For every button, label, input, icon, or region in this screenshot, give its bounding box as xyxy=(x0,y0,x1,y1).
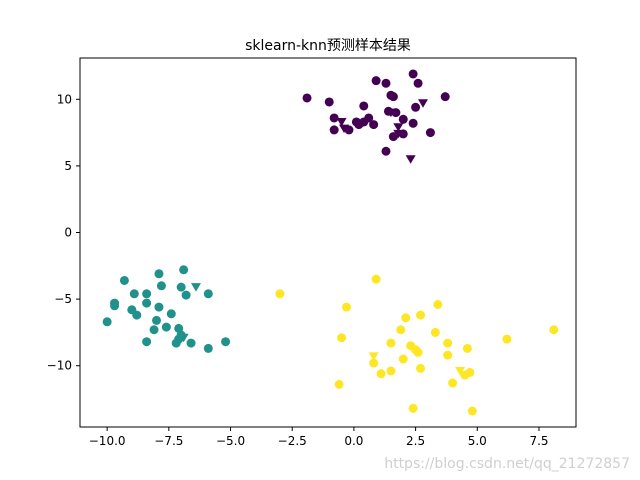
plot-frame xyxy=(79,57,577,428)
data-point xyxy=(448,378,458,388)
scatter-points-layer xyxy=(102,69,559,416)
data-point xyxy=(386,366,396,376)
data-point xyxy=(371,274,381,284)
data-point xyxy=(376,369,386,379)
data-point xyxy=(411,102,421,112)
y-tick-label: −5 xyxy=(54,292,72,306)
y-axis: −10 −5 0 5 10 xyxy=(47,92,80,373)
data-point xyxy=(110,301,120,311)
data-point xyxy=(549,325,559,335)
x-tick-label: −5.0 xyxy=(216,434,245,448)
x-tick-label: 0.0 xyxy=(344,434,363,448)
data-point xyxy=(132,310,142,320)
predicted-point xyxy=(393,123,404,132)
data-point xyxy=(408,69,418,79)
predicted-point xyxy=(178,333,189,343)
data-point xyxy=(119,275,129,285)
x-axis: −10.0 −7.5 −5.0 −2.5 0.0 2.5 5.0 7.5 xyxy=(89,427,549,448)
data-point xyxy=(398,114,408,124)
data-point xyxy=(502,334,512,344)
y-tick-label: −10 xyxy=(47,359,72,373)
data-point xyxy=(443,338,453,348)
data-point xyxy=(433,299,443,309)
predicted-point xyxy=(190,283,201,292)
data-point xyxy=(329,125,339,135)
data-point xyxy=(369,358,379,368)
data-point xyxy=(401,313,411,323)
predicted-point xyxy=(385,108,396,118)
data-point xyxy=(413,78,423,88)
data-point xyxy=(302,93,312,103)
data-point xyxy=(142,337,152,347)
x-tick-label: −7.5 xyxy=(154,434,183,448)
data-point xyxy=(430,327,440,337)
data-point xyxy=(388,92,398,102)
data-point xyxy=(149,325,159,335)
data-point xyxy=(388,132,398,142)
data-point xyxy=(102,317,112,327)
predicted-point xyxy=(418,99,429,108)
data-point xyxy=(154,269,164,279)
data-point xyxy=(334,379,344,389)
data-point xyxy=(329,113,339,123)
data-point xyxy=(386,338,396,348)
data-point xyxy=(359,117,369,127)
data-point xyxy=(324,97,334,107)
predicted-point xyxy=(336,117,347,127)
data-point xyxy=(408,403,418,413)
data-point xyxy=(176,282,186,292)
data-point xyxy=(142,298,152,308)
data-point xyxy=(398,354,408,364)
data-point xyxy=(416,363,426,373)
data-point xyxy=(203,289,213,299)
data-point xyxy=(462,343,472,353)
x-tick-label: 2.5 xyxy=(406,434,425,448)
predicted-point xyxy=(455,367,466,376)
predicted-point xyxy=(393,129,404,139)
data-point xyxy=(381,146,391,156)
data-point xyxy=(467,406,477,416)
data-point xyxy=(221,337,231,347)
y-tick-label: 10 xyxy=(57,92,72,106)
data-point xyxy=(440,92,450,102)
x-tick-label: 5.0 xyxy=(468,434,487,448)
data-point xyxy=(142,289,152,299)
data-point xyxy=(371,76,381,86)
y-tick-label: 0 xyxy=(64,226,72,240)
x-tick-label: 7.5 xyxy=(529,434,548,448)
predicted-point xyxy=(339,124,350,134)
y-tick-label: 5 xyxy=(64,159,72,173)
data-point xyxy=(275,289,285,299)
data-point xyxy=(179,265,189,275)
data-point xyxy=(156,281,166,291)
data-point xyxy=(416,310,426,320)
data-point xyxy=(342,302,352,312)
data-point xyxy=(381,78,391,88)
data-point xyxy=(154,302,164,312)
x-tick-label: −10.0 xyxy=(89,434,126,448)
data-point xyxy=(443,350,453,360)
data-point xyxy=(337,333,347,343)
predicted-point xyxy=(405,155,416,164)
data-point xyxy=(186,338,196,348)
data-point xyxy=(171,338,181,348)
data-point xyxy=(161,322,171,332)
data-point xyxy=(166,309,176,319)
predicted-point xyxy=(368,352,379,361)
data-point xyxy=(396,325,406,335)
x-tick-label: −2.5 xyxy=(278,434,307,448)
data-point xyxy=(369,120,379,130)
data-point xyxy=(129,289,139,299)
data-point xyxy=(425,128,435,138)
data-point xyxy=(460,370,470,380)
data-point xyxy=(359,101,369,111)
chart-title: sklearn-knn预测样本结果 xyxy=(245,38,411,54)
data-point xyxy=(181,290,191,300)
data-point xyxy=(413,347,423,357)
data-point xyxy=(203,343,213,353)
watermark-text: https://blog.csdn.net/qq_21272857 xyxy=(384,456,630,472)
data-point xyxy=(408,118,418,128)
data-point xyxy=(151,315,161,325)
